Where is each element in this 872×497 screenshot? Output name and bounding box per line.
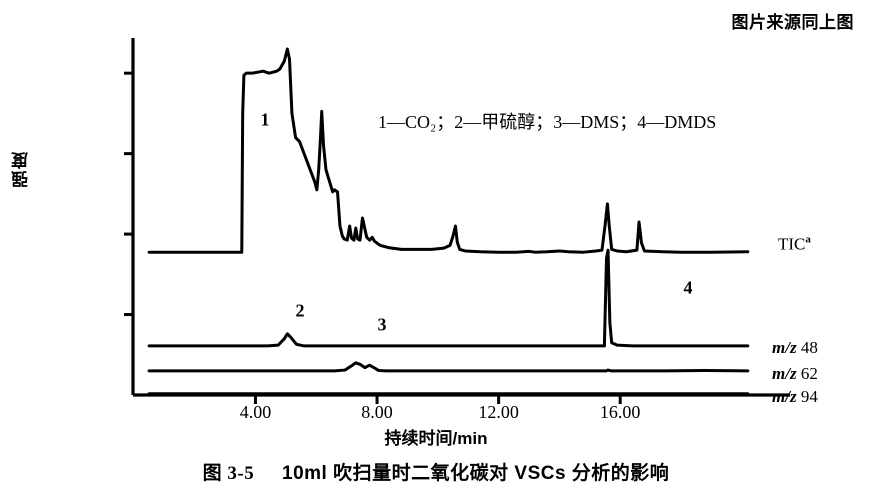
caption-number: 图 3-5 — [202, 463, 255, 484]
peak-label-1: 1 — [260, 109, 270, 130]
source-note: 图片来源同上图 — [731, 13, 854, 32]
peak-label-3: 3 — [377, 314, 387, 335]
legend-text: 1—CO₂；2—甲硫醇；3—DMS；4—DMDS — [378, 112, 717, 132]
x-tick-label: 12.00 — [478, 402, 519, 422]
x-tick-label: 4.00 — [239, 402, 272, 422]
mz-symbol: m/z — [772, 386, 797, 406]
mz-symbol: m/z — [772, 363, 797, 383]
trace-label-mz-94: m/z 94 — [772, 387, 818, 407]
x-tick-label: 16.00 — [599, 402, 641, 422]
peak-label-4: 4 — [683, 277, 693, 298]
mz-value: 48 — [796, 337, 818, 357]
peak-label-2: 2 — [295, 300, 305, 321]
trace-label-mz-62: m/z 62 — [772, 364, 818, 384]
trace-label-mz-48: m/z 48 — [772, 338, 818, 358]
caption-text: 10ml 吹扫量时二氧化碳对 VSCs 分析的影响 — [282, 463, 670, 484]
trace-label-text: TIC — [778, 234, 806, 254]
trace-label-superscript: a — [805, 233, 811, 246]
mz-symbol: m/z — [772, 337, 797, 357]
mz-value: 62 — [796, 363, 818, 383]
mz-value: 94 — [796, 386, 818, 406]
x-tick-label: 8.00 — [361, 402, 393, 422]
trace-label-tic: TICa — [778, 234, 811, 255]
x-tick-labels: 4.00 8.00 12.00 16.00 — [0, 402, 872, 428]
trace-TIC — [147, 47, 750, 254]
trace-m-z-48 — [147, 248, 750, 348]
figure-caption: 图 3-5 10ml 吹扫量时二氧化碳对 VSCs 分析的影响 — [0, 458, 872, 485]
legend: 1—CO₂；2—甲硫醇；3—DMS；4—DMDS — [378, 108, 716, 134]
x-axis-title: 持续时间/min — [384, 429, 488, 448]
trace-m-z-62 — [147, 361, 750, 373]
